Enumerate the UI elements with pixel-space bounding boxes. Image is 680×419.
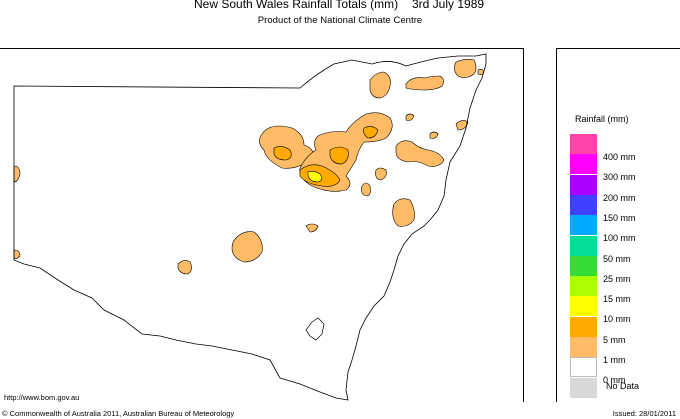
legend-label: No Data — [606, 380, 640, 391]
source-url[interactable]: http://www.bom.gov.au — [4, 393, 80, 402]
rain-area — [375, 167, 387, 181]
legend-swatch — [570, 296, 597, 317]
legend-label: 50 mm — [603, 253, 631, 264]
title-date: 3rd July 1989 — [412, 0, 485, 11]
legend-panel — [556, 48, 680, 402]
rain-area — [13, 249, 21, 259]
legend-swatch — [570, 276, 597, 297]
legend-label: 25 mm — [603, 273, 631, 284]
legend-swatch — [570, 316, 597, 337]
legend-swatch — [570, 357, 597, 378]
map-title: New South Wales Rainfall Totals (mm) 3rd… — [0, 0, 680, 14]
legend-label: 400 mm — [603, 152, 636, 162]
rain-area — [305, 223, 319, 233]
legend-label: 1 mm — [603, 355, 626, 365]
issued-date: Issued: 28/01/2011 — [612, 409, 676, 418]
rain-area — [392, 198, 415, 227]
legend-label: 200 mm — [603, 192, 636, 203]
rain-area — [429, 131, 439, 139]
rain-area — [177, 260, 192, 275]
legend-swatch — [570, 337, 597, 357]
rain-area — [405, 113, 415, 121]
act-border — [305, 317, 325, 341]
legend-swatch — [570, 377, 597, 398]
rain-area — [395, 140, 445, 167]
legend-label: 150 mm — [603, 212, 636, 223]
legend-title: Rainfall (mm) — [575, 114, 629, 124]
title-text: New South Wales Rainfall Totals (mm) — [194, 0, 399, 11]
rain-area — [369, 71, 391, 99]
nsw-border — [13, 53, 487, 401]
rain-area — [361, 182, 371, 197]
legend-label: 100 mm — [603, 233, 636, 244]
legend-swatch — [570, 255, 597, 276]
legend-swatch — [570, 134, 597, 154]
legend-label: 10 mm — [603, 314, 631, 325]
rain-area — [329, 146, 349, 165]
legend-label: 0 mm — [603, 375, 626, 386]
legend-label: 5 mm — [603, 334, 626, 345]
rain-area — [307, 171, 322, 183]
rain-area — [455, 120, 469, 131]
rain-area — [231, 231, 263, 263]
legend-swatch — [570, 154, 597, 175]
rain-area — [405, 75, 444, 91]
rain-area — [454, 59, 477, 78]
legend-swatch — [570, 194, 597, 215]
rain-area — [363, 126, 379, 139]
legend-label: 300 mm — [603, 172, 636, 183]
copyright-notice: © Commonwealth of Australia 2011, Austra… — [2, 409, 235, 418]
subtitle: Product of the National Climate Centre — [257, 15, 423, 26]
legend-swatch — [570, 235, 597, 256]
legend-swatch — [570, 174, 597, 195]
map-panel — [0, 48, 524, 402]
legend-swatch — [570, 215, 597, 236]
legend-label: 15 mm — [603, 294, 631, 305]
rain-area — [273, 146, 292, 161]
rain-area — [13, 165, 21, 183]
rainfall-areas — [13, 59, 485, 275]
